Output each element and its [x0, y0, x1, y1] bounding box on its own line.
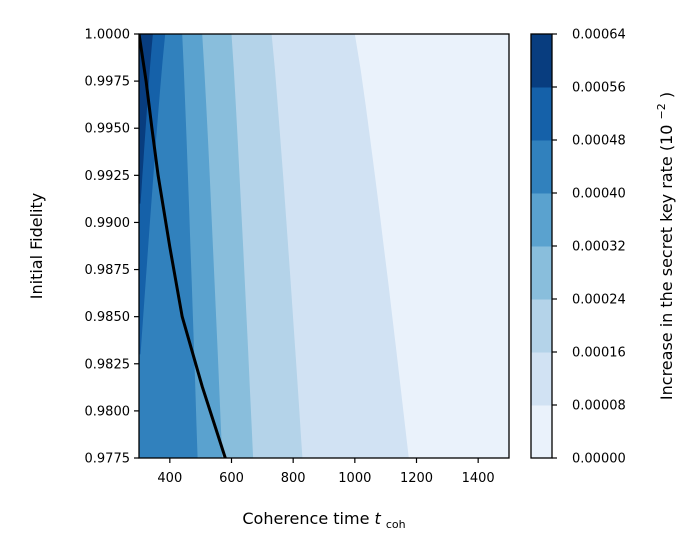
- y-tick-label: 0.9925: [85, 169, 131, 184]
- x-tick-label: 600: [219, 471, 244, 486]
- colorbar-segment: [531, 34, 552, 88]
- y-tick-label: 0.9775: [85, 452, 131, 467]
- y-tick-label: 0.9800: [85, 404, 131, 419]
- colorbar-tick-label: 0.00064: [572, 28, 626, 43]
- colorbar-segment: [531, 352, 552, 406]
- colorbar-segment: [531, 299, 552, 353]
- colorbar-tick-label: 0.00048: [572, 134, 626, 149]
- x-tick-label: 800: [281, 471, 306, 486]
- y-tick-label: 0.9825: [85, 357, 131, 372]
- colorbar-tick-label: 0.00024: [572, 293, 626, 308]
- colorbar-segment: [531, 87, 552, 141]
- colorbar-tick-label: 0.00040: [572, 187, 626, 202]
- x-axis-ticks: 400 600 800 1000 1200 1400: [157, 458, 495, 486]
- y-axis-label: Initial Fidelity: [27, 193, 46, 299]
- colorbar-label-close: ): [657, 92, 676, 98]
- colorbar-tick-label: 0.00032: [572, 240, 626, 255]
- colorbar-label: Increase in the secret key rate (10 −2 ): [650, 92, 676, 400]
- optimal-line: [139, 34, 227, 458]
- y-tick-label: 1.0000: [85, 28, 131, 43]
- y-tick-label: 0.9950: [85, 122, 131, 137]
- colorbar-label-text: Increase in the secret key rate (10: [657, 125, 676, 401]
- x-tick-label: 1200: [400, 471, 433, 486]
- colorbar: [531, 34, 552, 459]
- colorbar-tick-label: 0.00000: [572, 452, 626, 467]
- contour-region-7: [139, 34, 153, 204]
- colorbar-label-exponent: −2: [655, 103, 668, 119]
- x-tick-label: 1000: [338, 471, 371, 486]
- y-tick-label: 0.9850: [85, 310, 131, 325]
- y-tick-label: 0.9875: [85, 263, 131, 278]
- x-axis-label-sub: coh: [386, 518, 406, 531]
- x-axis-label-math: t: [375, 509, 382, 528]
- colorbar-tick-label: 0.00016: [572, 346, 626, 361]
- colorbar-segment: [531, 246, 552, 300]
- contour-fills: [139, 34, 509, 458]
- x-axis-label-text: Coherence time: [242, 509, 369, 528]
- colorbar-tick-label: 0.00008: [572, 399, 626, 414]
- colorbar-segment: [531, 193, 552, 247]
- x-axis-label: Coherence time t coh: [242, 509, 405, 531]
- y-axis-ticks: 0.9775 0.9800 0.9825 0.9850 0.9875 0.9900 0.99…: [85, 28, 139, 467]
- x-tick-label: 1400: [462, 471, 495, 486]
- y-tick-label: 0.9975: [85, 75, 131, 90]
- x-tick-label: 400: [157, 471, 182, 486]
- colorbar-tick-label: 0.00056: [572, 81, 626, 96]
- colorbar-segment: [531, 140, 552, 194]
- plot-frame: [138, 33, 510, 459]
- y-tick-label: 0.9900: [85, 216, 131, 231]
- colorbar-segment: [531, 405, 552, 459]
- colorbar-ticks: 0.00000 0.00008 0.00016 0.00024 0.00032 0.000…: [552, 28, 626, 467]
